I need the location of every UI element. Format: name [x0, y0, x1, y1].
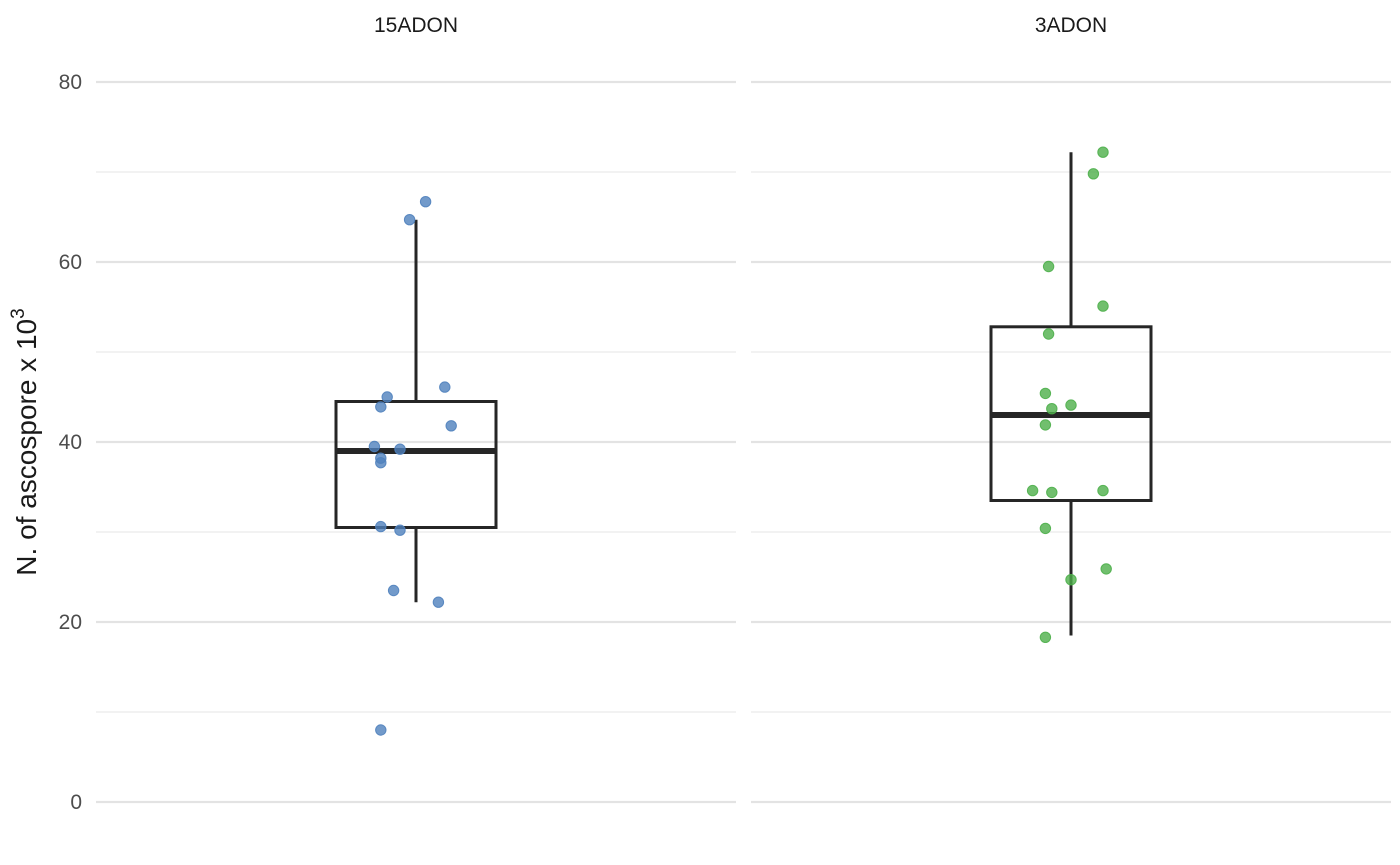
grid-layer — [96, 80, 1391, 804]
data-point — [375, 724, 387, 736]
data-point — [419, 196, 432, 208]
data-point — [1042, 260, 1055, 273]
data-point — [1065, 574, 1077, 586]
data-point — [387, 584, 400, 597]
data-point — [1097, 300, 1109, 312]
data-point — [1039, 419, 1052, 431]
y-tick-label: 0 — [70, 791, 82, 814]
data-point — [1097, 484, 1109, 497]
facet-title: 3ADON — [1035, 14, 1107, 37]
data-point — [375, 520, 387, 533]
data-point — [381, 391, 393, 403]
y-tick-label: 80 — [59, 71, 82, 94]
data-point — [394, 443, 406, 455]
data-point — [1042, 328, 1055, 340]
y-axis-label-superscript: 3 — [8, 308, 29, 319]
data-point — [1046, 403, 1058, 415]
facet-title: 15ADON — [374, 14, 458, 37]
data-point — [1065, 399, 1077, 411]
y-axis-label-text: N. of ascospore x 10 — [11, 319, 42, 576]
data-point — [1046, 486, 1058, 499]
data-point — [1026, 484, 1039, 497]
box — [334, 400, 498, 529]
data-point — [1039, 522, 1052, 535]
data-point — [375, 452, 387, 464]
data-point — [403, 214, 416, 226]
data-point — [1097, 146, 1109, 158]
data-point — [375, 401, 387, 413]
y-axis-label: N. of ascospore x 103 — [8, 308, 42, 575]
data-point — [439, 381, 451, 393]
data-point — [394, 524, 406, 536]
data-point — [432, 596, 445, 608]
facet-15adon: 15ADON — [334, 14, 498, 736]
y-tick-label: 20 — [59, 611, 82, 634]
y-tick-label: 40 — [59, 431, 82, 454]
facet-3adon: 3ADON — [989, 14, 1153, 643]
data-point — [1039, 631, 1052, 643]
data-point — [1087, 168, 1100, 180]
y-tick-label: 60 — [59, 251, 82, 274]
y-axis: 0 20 40 60 80 — [59, 71, 82, 814]
data-point — [445, 420, 457, 432]
data-point — [368, 440, 381, 453]
facets: 15ADON 3ADON — [334, 14, 1153, 736]
data-point — [1100, 563, 1112, 575]
data-point — [1039, 387, 1052, 400]
